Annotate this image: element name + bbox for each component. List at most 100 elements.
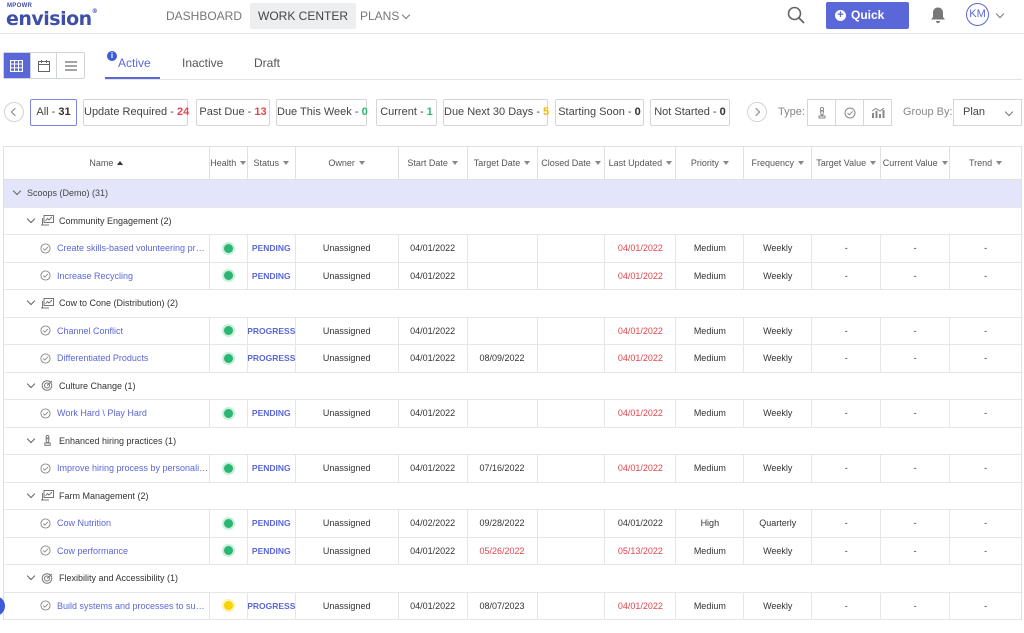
objective-group-row[interactable]: Community Engagement (2) [4, 208, 1021, 235]
tab-active[interactable]: i Active [105, 50, 160, 79]
info-icon[interactable]: i [107, 51, 117, 61]
filter-button[interactable]: Not Started - 0 [650, 99, 730, 126]
grid-view-button[interactable] [4, 53, 31, 78]
objective-group-row[interactable]: Enhanced hiring practices (1) [4, 428, 1021, 455]
objective-group-row[interactable]: Cow to Cone (Distribution) (2) [4, 290, 1021, 318]
brand-logo[interactable]: MPOWR envision® [6, 3, 98, 30]
check-circle-icon[interactable] [40, 600, 51, 611]
check-circle-icon[interactable] [40, 408, 51, 419]
nav-plans[interactable]: PLANS [352, 3, 417, 29]
plan-group-row[interactable]: Scoops (Demo) (31) [4, 180, 1021, 208]
chevron-down-icon[interactable] [26, 214, 36, 223]
table-row[interactable]: Channel Conflict PROGRESS Unassigned 04/01/… [4, 317, 1021, 345]
type-goal-button[interactable] [836, 100, 864, 125]
check-circle-icon[interactable] [40, 325, 51, 336]
caret-down-icon[interactable] [870, 161, 877, 165]
column-header[interactable]: Closed Date [538, 147, 606, 179]
table-row[interactable]: Build systems and processes to suppor...… [4, 592, 1021, 620]
status-badge[interactable]: PROGRESS [247, 353, 296, 364]
filter-button[interactable]: Past Due - 13 [196, 99, 270, 126]
filter-button[interactable]: Due This Week - 0 [276, 99, 368, 126]
tab-draft[interactable]: Draft [254, 56, 281, 70]
caret-down-icon[interactable] [283, 161, 289, 165]
help-launcher[interactable] [0, 596, 5, 616]
column-header[interactable]: Start Date [399, 147, 468, 179]
status-badge[interactable]: PENDING [251, 518, 291, 529]
check-circle-icon[interactable] [40, 353, 51, 364]
type-kpi-button[interactable] [864, 100, 891, 125]
quick-add-button[interactable]: + Quick Add [826, 2, 909, 49]
chevron-down-icon[interactable] [26, 572, 36, 581]
column-header[interactable]: Frequency [744, 147, 813, 179]
filter-button[interactable]: Due Next 30 Days - 5 [443, 99, 549, 126]
scroll-right-button[interactable] [747, 102, 767, 122]
objective-group-row[interactable]: Flexibility and Accessibility (1) [4, 565, 1021, 593]
nav-dashboard[interactable]: DASHBOARD [166, 9, 243, 23]
caret-down-icon[interactable] [240, 161, 247, 165]
column-header[interactable]: Health [210, 147, 248, 179]
chevron-down-icon[interactable] [26, 434, 36, 443]
caret-down-icon[interactable] [996, 161, 1003, 165]
nav-work-center[interactable]: WORK CENTER [250, 3, 356, 29]
item-name-link[interactable]: Channel Conflict [57, 325, 124, 336]
avatar[interactable]: KM [966, 3, 989, 26]
sort-ascending-icon[interactable] [117, 161, 124, 165]
caret-down-icon[interactable] [798, 161, 805, 165]
caret-down-icon[interactable] [666, 161, 673, 165]
caret-down-icon[interactable] [358, 161, 365, 165]
type-strategy-button[interactable] [808, 100, 836, 125]
check-circle-icon[interactable] [40, 243, 51, 254]
tab-inactive[interactable]: Inactive [182, 56, 224, 70]
bell-icon[interactable] [929, 6, 947, 25]
column-header[interactable]: Target Date [468, 147, 538, 179]
column-header[interactable]: Status [248, 147, 296, 179]
check-circle-icon[interactable] [40, 518, 51, 529]
column-header[interactable]: Last Updated [605, 147, 677, 179]
filter-button[interactable]: All - 31 [30, 99, 77, 126]
item-name-link[interactable]: Increase Recycling [57, 270, 134, 281]
chevron-down-icon[interactable] [26, 297, 36, 306]
column-header[interactable]: Name [4, 147, 210, 179]
caret-down-icon[interactable] [451, 161, 458, 165]
item-name-link[interactable]: Differentiated Products [57, 353, 149, 364]
column-header[interactable]: Target Value [812, 147, 882, 179]
chevron-down-icon[interactable] [26, 379, 36, 388]
table-row[interactable]: Improve hiring process by personalizing.… [4, 455, 1021, 483]
column-header[interactable]: Priority [676, 147, 745, 179]
status-badge[interactable]: PROGRESS [247, 600, 296, 611]
check-circle-icon[interactable] [40, 545, 51, 556]
filter-button[interactable]: Starting Soon - 0 [555, 99, 644, 126]
table-row[interactable]: Create skills-based volunteering progra.… [4, 235, 1021, 263]
item-name-link[interactable]: Cow Nutrition [57, 518, 112, 529]
calendar-view-button[interactable] [31, 53, 58, 78]
filter-button[interactable]: Update Required - 24 [83, 99, 189, 126]
group-by-select[interactable]: Plan [953, 99, 1022, 126]
caret-down-icon[interactable] [594, 161, 601, 165]
list-view-button[interactable] [57, 53, 84, 78]
status-badge[interactable]: PENDING [251, 243, 291, 254]
caret-down-icon[interactable] [941, 161, 948, 165]
column-header[interactable]: Owner [296, 147, 399, 179]
chevron-down-icon[interactable] [995, 9, 1005, 19]
caret-down-icon[interactable] [524, 161, 531, 165]
filter-button[interactable]: Current - 1 [376, 99, 437, 126]
table-row[interactable]: Cow Nutrition PENDING Unassigned 04/02/2022… [4, 510, 1021, 538]
item-name-link[interactable]: Work Hard \ Play Hard [57, 408, 147, 419]
objective-group-row[interactable]: Culture Change (1) [4, 373, 1021, 400]
search-icon[interactable] [787, 6, 805, 24]
table-row[interactable]: Differentiated Products PROGRESS Unassigne… [4, 345, 1021, 373]
status-badge[interactable]: PROGRESS [247, 325, 296, 336]
table-row[interactable]: Increase Recycling PENDING Unassigned 04/01… [4, 262, 1021, 290]
item-name-link[interactable]: Build systems and processes to suppor... [57, 600, 209, 611]
item-name-link[interactable]: Create skills-based volunteering progra.… [57, 243, 209, 254]
table-row[interactable]: Work Hard \ Play Hard PENDING Unassigned 04… [4, 400, 1021, 428]
status-badge[interactable]: PENDING [251, 270, 291, 281]
status-badge[interactable]: PENDING [251, 545, 291, 556]
column-header[interactable]: Current Value [881, 147, 951, 179]
item-name-link[interactable]: Cow performance [57, 545, 129, 556]
item-name-link[interactable]: Improve hiring process by personalizing.… [57, 463, 209, 474]
check-circle-icon[interactable] [40, 463, 51, 474]
objective-group-row[interactable]: Farm Management (2) [4, 483, 1021, 510]
chevron-down-icon[interactable] [26, 489, 36, 498]
status-badge[interactable]: PENDING [251, 463, 291, 474]
